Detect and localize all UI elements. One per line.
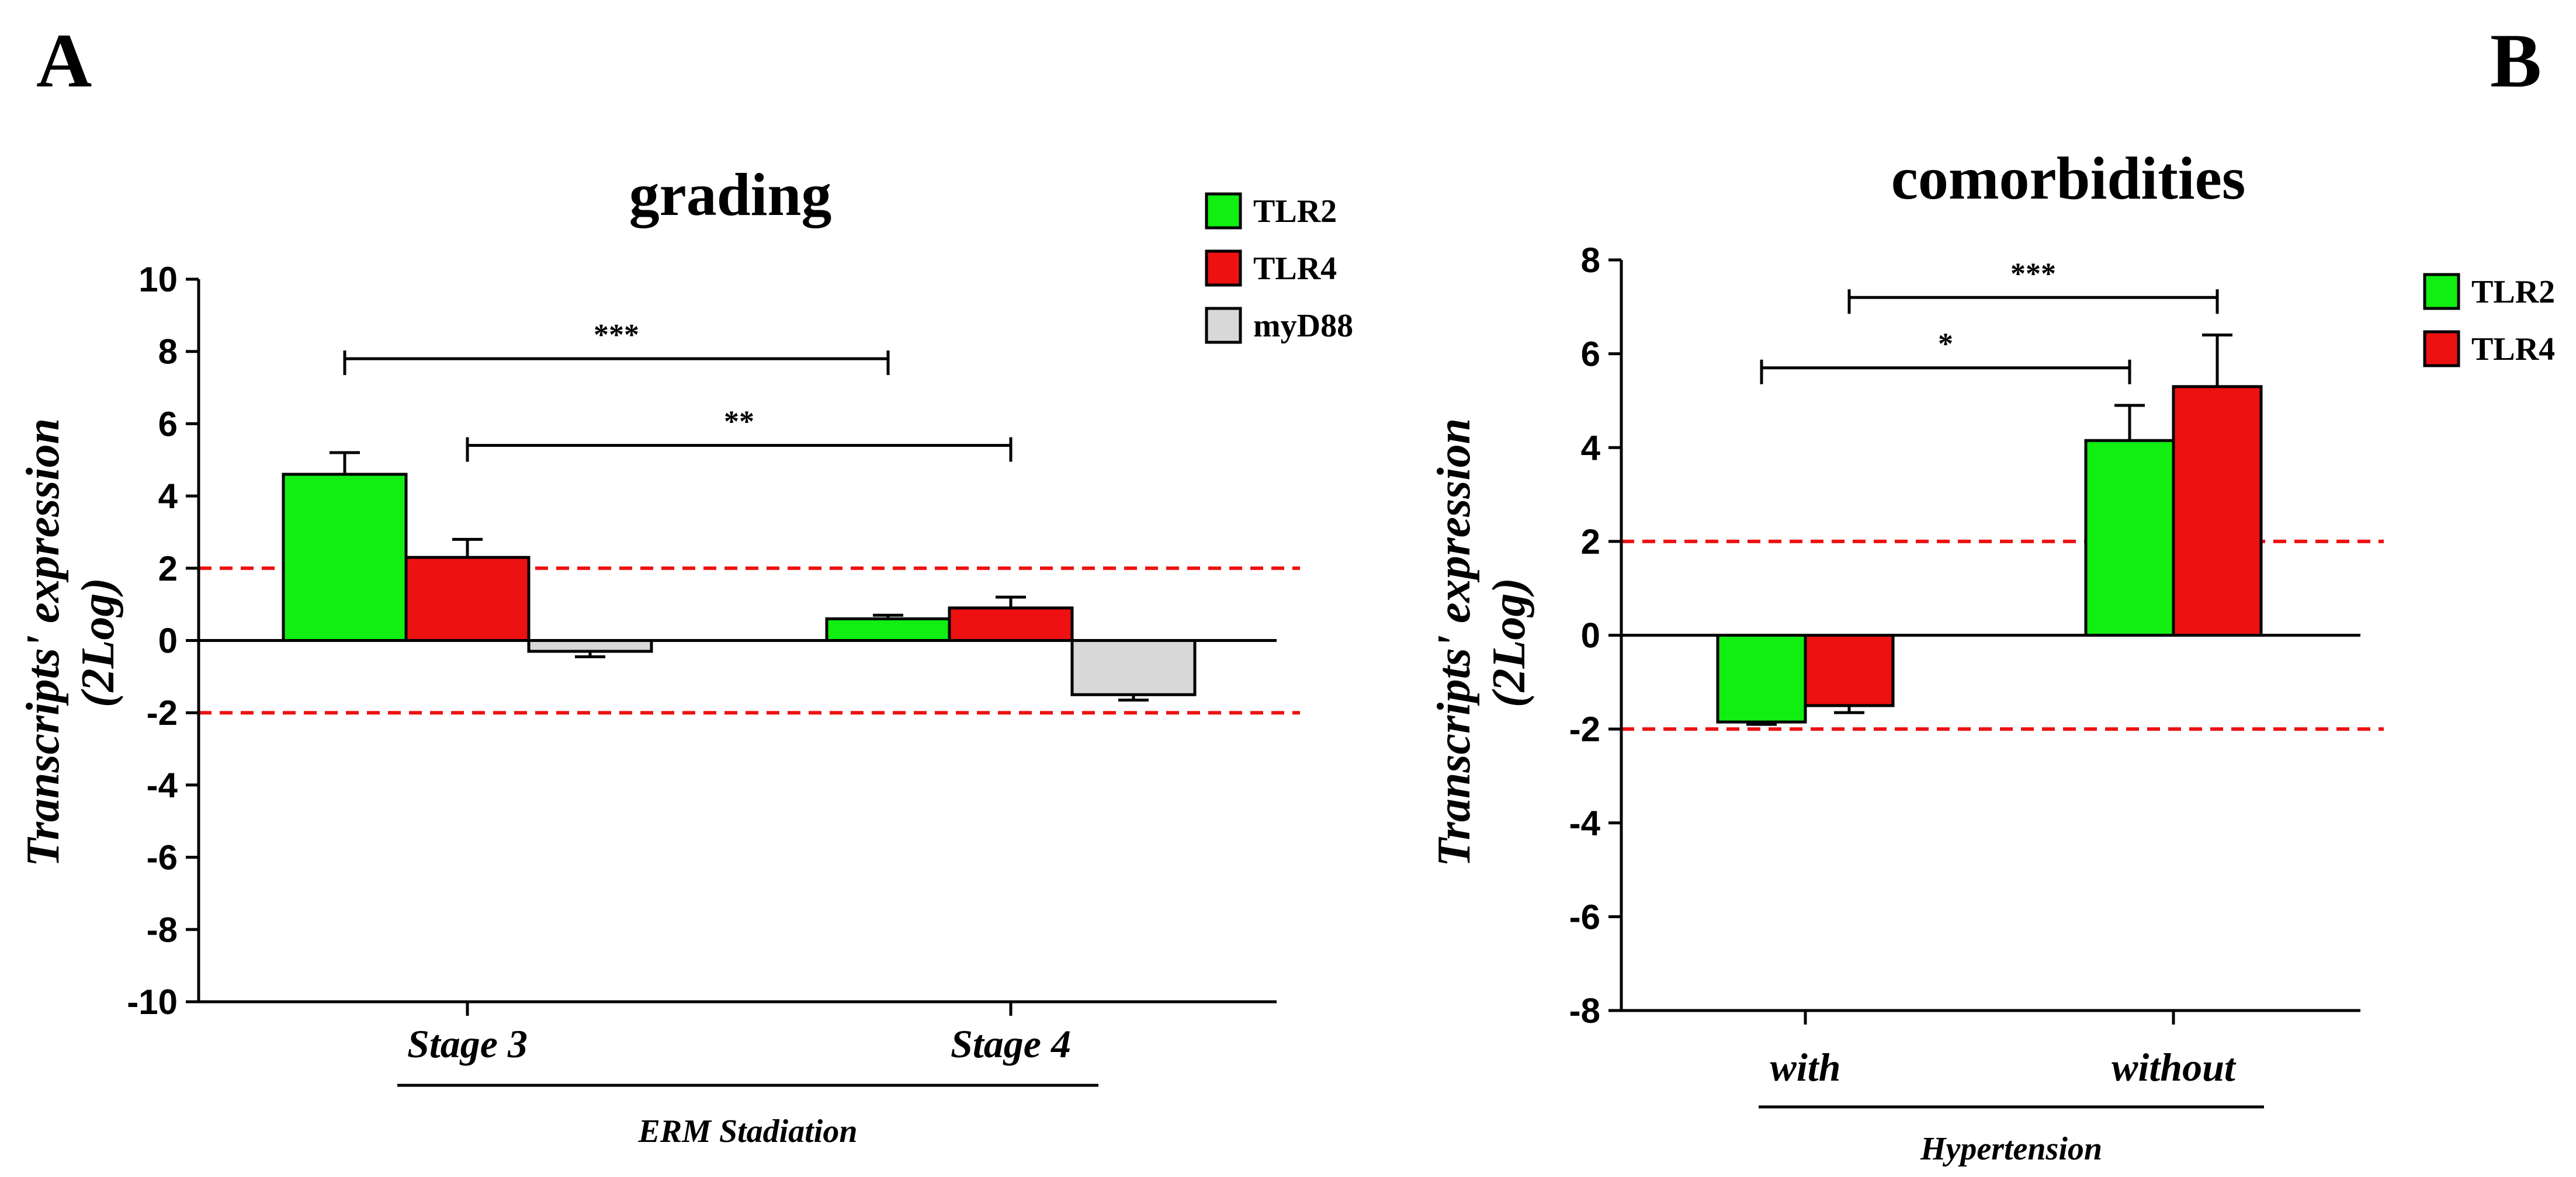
- legend-swatch-tlr4: [1205, 249, 1242, 287]
- y-tick-label: -6: [147, 838, 178, 877]
- significance-label: ***: [594, 318, 639, 352]
- y-axis-title-line: (2Log): [72, 578, 124, 707]
- legend-swatch-tlr2: [1205, 192, 1242, 230]
- y-tick-label: -8: [1569, 991, 1600, 1030]
- y-axis-title-line: Transcripts' expression: [1429, 418, 1480, 867]
- y-tick-label: 0: [158, 622, 178, 661]
- y-tick-label: -2: [147, 693, 178, 732]
- legend-label: TLR2: [2471, 274, 2555, 310]
- y-tick-label: 4: [1581, 428, 1601, 467]
- chart-title: grading: [629, 161, 832, 228]
- significance-label: *: [1938, 328, 1953, 361]
- bar-tlr4: [948, 606, 1074, 642]
- legend-swatch-tlr2: [2423, 273, 2460, 310]
- y-tick-label: 0: [1581, 616, 1600, 655]
- bar-tlr2: [825, 617, 951, 643]
- panel-b-letter: B: [2490, 18, 2542, 103]
- x-axis-group-label: Hypertension: [1920, 1131, 2102, 1167]
- bar-myd88: [1070, 639, 1197, 696]
- y-tick-label: 8: [158, 332, 178, 371]
- legend-swatch-myd88: [1205, 307, 1242, 344]
- legend-label: myD88: [1253, 308, 1353, 344]
- y-axis-title-line: Transcripts' expression: [18, 418, 69, 867]
- category-label: Stage 3: [407, 1022, 528, 1066]
- y-tick-label: -4: [1569, 804, 1601, 843]
- bar-tlr2: [2084, 439, 2175, 637]
- significance-label: **: [724, 405, 754, 439]
- bar-tlr2: [1716, 634, 1807, 724]
- chart-title: comorbidities: [1891, 145, 2246, 212]
- bar-tlr2: [282, 473, 408, 642]
- legend-label: TLR4: [1253, 251, 1337, 287]
- y-tick-label: 6: [1581, 335, 1600, 374]
- category-label: with: [1770, 1045, 1841, 1089]
- y-tick-label: -4: [147, 766, 178, 805]
- bar-tlr4: [1804, 634, 1895, 707]
- y-tick-label: 10: [138, 260, 178, 299]
- bar-tlr4: [404, 555, 531, 642]
- y-tick-label: -8: [147, 910, 178, 949]
- x-axis-group-label: ERM Stadiation: [637, 1113, 857, 1150]
- bar-myd88: [527, 639, 653, 653]
- y-axis-title-line: (2Log): [1483, 578, 1535, 707]
- y-tick-label: 6: [158, 404, 178, 443]
- category-label: without: [2112, 1045, 2237, 1089]
- significance-label: ***: [2010, 257, 2056, 290]
- category-label: Stage 4: [951, 1022, 1071, 1066]
- y-tick-label: 2: [158, 549, 178, 588]
- chart-comorbidities: comorbidities Transcripts' expression (2Lo…: [1429, 145, 2555, 1167]
- legend-label: TLR2: [1253, 193, 1337, 230]
- y-tick-label: 4: [158, 477, 178, 516]
- y-tick-label: 8: [1581, 241, 1600, 280]
- legend-label: TLR4: [2471, 331, 2555, 367]
- y-tick-label: -2: [1569, 710, 1600, 749]
- y-tick-label: -6: [1569, 897, 1600, 936]
- legend-swatch-tlr4: [2423, 330, 2460, 367]
- y-tick-label: 2: [1581, 522, 1600, 561]
- panel-a-letter: A: [36, 18, 92, 103]
- chart-grading: grading Transcripts' expression (2Log) -10 -…: [18, 161, 1353, 1150]
- y-tick-label: -10: [127, 982, 178, 1022]
- bar-tlr4: [2172, 385, 2263, 637]
